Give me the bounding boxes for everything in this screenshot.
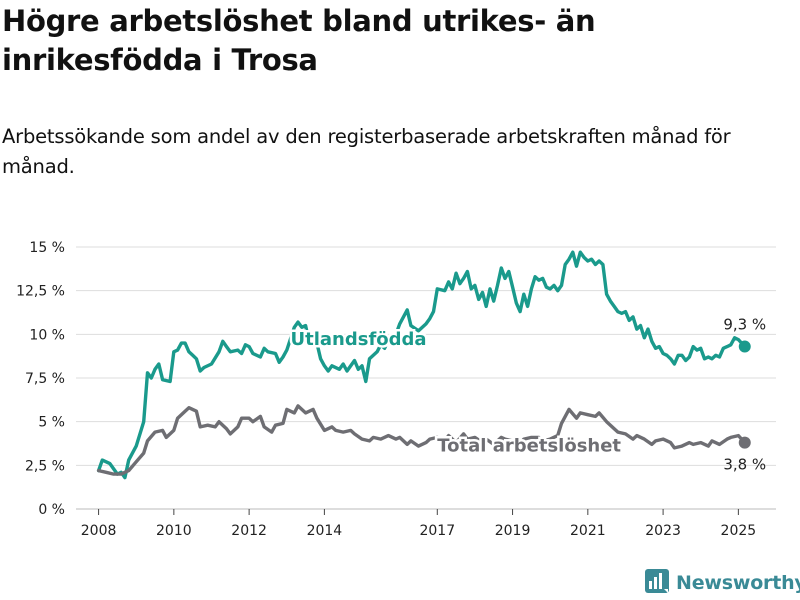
chart-subtitle: Arbetssökande som andel av den registerb… (2, 125, 731, 178)
y-tick-label: 12,5 % (16, 284, 65, 300)
y-axis-tick-labels: 0 % 2,5 % 5 % 7,5 % 10 % 12,5 % 15 % (16, 240, 65, 518)
y-tick-label: 15 % (29, 240, 65, 256)
x-tick-label: 2017 (419, 523, 455, 539)
series-end-value-label: 3,8 % (723, 456, 766, 474)
x-axis: 2008 2010 2012 2014 2017 2019 2021 2023 2025 (81, 509, 756, 539)
x-tick-label: 2012 (231, 523, 267, 539)
series-line-total-arbetslöshet (96, 404, 747, 476)
series-lines (96, 250, 751, 480)
series-end-marker (738, 436, 751, 449)
series-end-marker (738, 340, 751, 353)
x-tick-label: 2010 (156, 523, 192, 539)
x-tick-label: 2023 (645, 523, 681, 539)
y-tick-label: 2,5 % (25, 458, 65, 474)
chart-title: Högre arbetslöshet bland utrikes- än inr… (2, 4, 596, 77)
newsworthy-logo-icon (644, 568, 670, 598)
x-tick-label: 2014 (307, 523, 343, 539)
brand-name: Newsworthy (676, 572, 800, 594)
x-tick-label: 2008 (81, 523, 117, 539)
series-labels: 9,3 % Utlandsfödda 3,8 % Total arbetslöshet (288, 316, 766, 474)
x-tick-label: 2019 (495, 523, 531, 539)
x-tick-label: 2025 (721, 523, 757, 539)
newsworthy-brand: Newsworthy (644, 568, 800, 598)
y-tick-label: 7,5 % (25, 371, 65, 387)
series-end-value-label: 9,3 % (723, 316, 766, 334)
y-tick-label: 10 % (29, 327, 65, 343)
x-tick-label: 2021 (570, 523, 606, 539)
series-line-utlandsfödda (96, 250, 747, 480)
series-name-label: Total arbetslöshet (437, 435, 621, 456)
y-tick-label: 5 % (38, 415, 65, 431)
gridlines (76, 246, 776, 510)
series-name-label: Utlandsfödda (291, 329, 427, 350)
y-tick-label: 0 % (38, 502, 65, 518)
